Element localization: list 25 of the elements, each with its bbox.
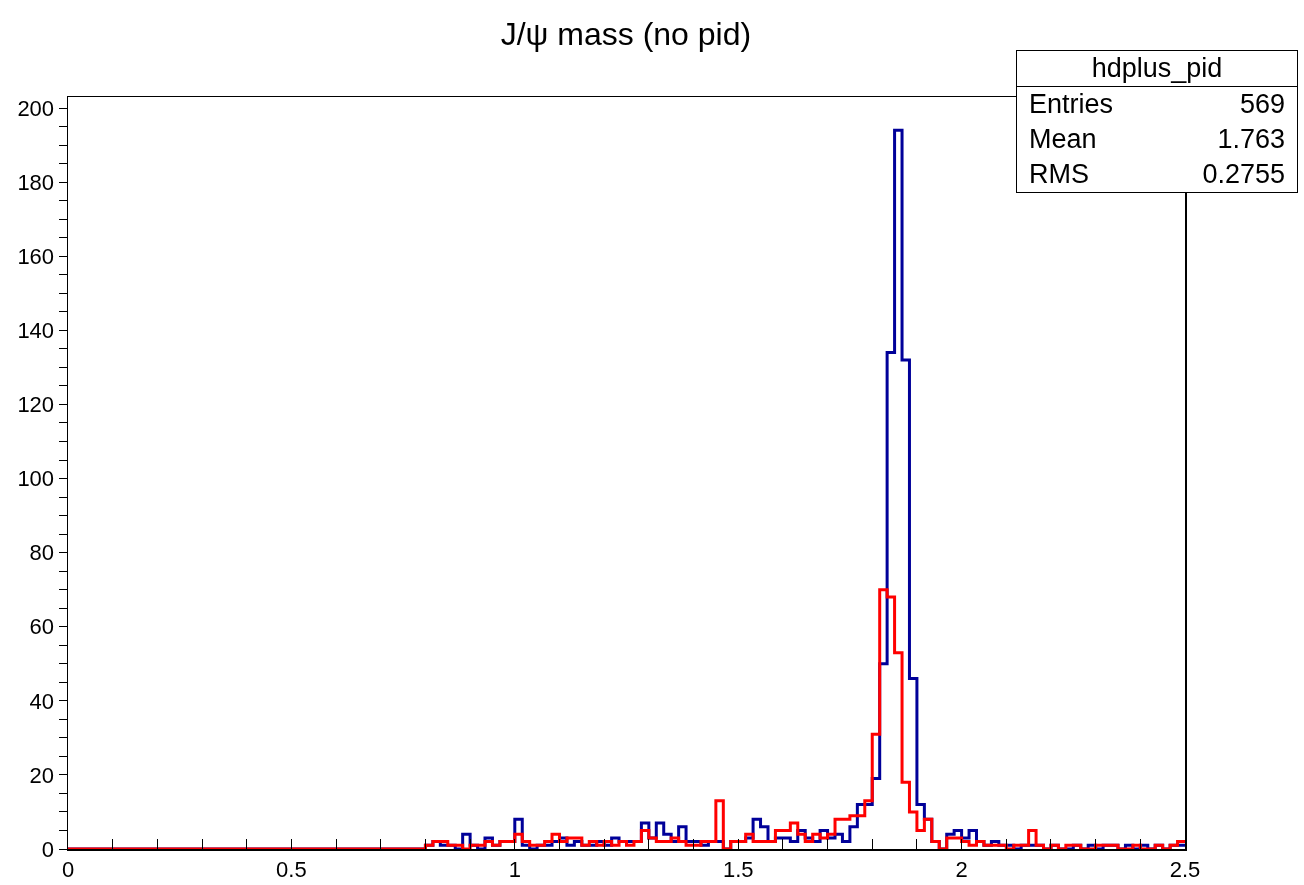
y-tick-label: 140 xyxy=(17,318,55,344)
annotation: Mean xyxy=(1029,123,1097,156)
y-tick-label: 180 xyxy=(17,169,55,195)
x-tick-label: 1 xyxy=(508,856,521,882)
y-tick-label: 0 xyxy=(41,836,55,862)
annotation: RMS xyxy=(1029,158,1089,191)
y-tick-label: 20 xyxy=(29,762,55,788)
y-tick-label: 100 xyxy=(17,466,55,492)
y-tick-label: 60 xyxy=(29,614,55,640)
x-tick-label: 0.5 xyxy=(276,856,307,882)
y-tick-label: 160 xyxy=(17,243,55,269)
text: 0.2755 xyxy=(1202,158,1285,191)
x-tick-label: 2 xyxy=(955,856,968,882)
y-tick-label: 80 xyxy=(29,540,55,566)
text: 569 xyxy=(1239,88,1285,121)
y-tick-label: 40 xyxy=(29,688,55,714)
x-tick-label: 0 xyxy=(61,856,75,882)
chart-title: J/ψ mass (no pid) xyxy=(500,15,752,52)
y-tick-label: 120 xyxy=(17,392,55,418)
text: hdplus_pid xyxy=(1017,51,1297,87)
annotation: Entries xyxy=(1029,88,1114,121)
x-tick-label: 2.5 xyxy=(1169,856,1201,882)
x-tick-label: 1.5 xyxy=(722,856,754,882)
y-tick-label: 200 xyxy=(17,95,55,121)
text: 1.763 xyxy=(1217,123,1285,156)
